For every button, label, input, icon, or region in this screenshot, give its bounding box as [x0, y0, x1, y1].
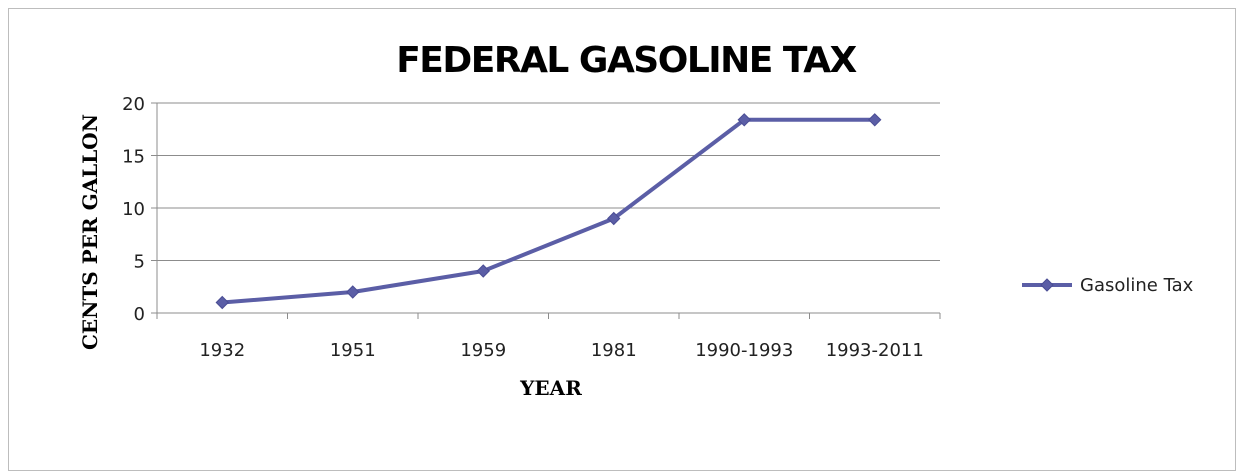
x-tick-label-1981: 1981 [591, 340, 637, 361]
chart-frame [8, 8, 1236, 471]
legend-label-gasoline-tax: Gasoline Tax [1080, 275, 1194, 296]
x-tick-label-1951: 1951 [330, 340, 376, 361]
y-axis-title: CENTS PER GALLON [78, 114, 102, 350]
data-point-1951 [346, 285, 360, 299]
y-tick-label-15: 15 [122, 147, 145, 168]
data-point-1981 [607, 211, 621, 226]
legend-marker-gasoline-tax [1040, 278, 1054, 292]
series-line-gasoline-tax [220, 117, 877, 305]
data-point-1932 [215, 295, 229, 310]
gridlines [157, 102, 940, 261]
y-tick-label-5: 5 [134, 252, 145, 273]
x-tick-label-1993-2011: 1993-2011 [826, 340, 924, 361]
x-tick-label-1990-1993: 1990-1993 [695, 340, 793, 361]
y-tick-labels: 0 5 10 15 20 [122, 94, 145, 325]
y-tick-label-20: 20 [122, 94, 145, 115]
data-point-1993-2011 [868, 113, 882, 127]
y-tick-label-10: 10 [122, 199, 145, 220]
chart-title: FEDERAL GASOLINE TAX [396, 40, 857, 81]
x-tick-label-1932: 1932 [199, 340, 245, 361]
axes [151, 102, 941, 319]
series-layer [215, 113, 882, 310]
x-tick-label-1959: 1959 [460, 340, 506, 361]
data-point-1990-1993 [737, 113, 751, 127]
data-point-1959 [476, 264, 490, 278]
x-axis-title: YEAR [519, 376, 582, 400]
legend: Gasoline Tax [1022, 275, 1194, 296]
x-tick-labels: 1932 1951 1959 1981 1990-1993 1993-2011 [199, 340, 923, 361]
y-tick-label-0: 0 [134, 304, 145, 325]
